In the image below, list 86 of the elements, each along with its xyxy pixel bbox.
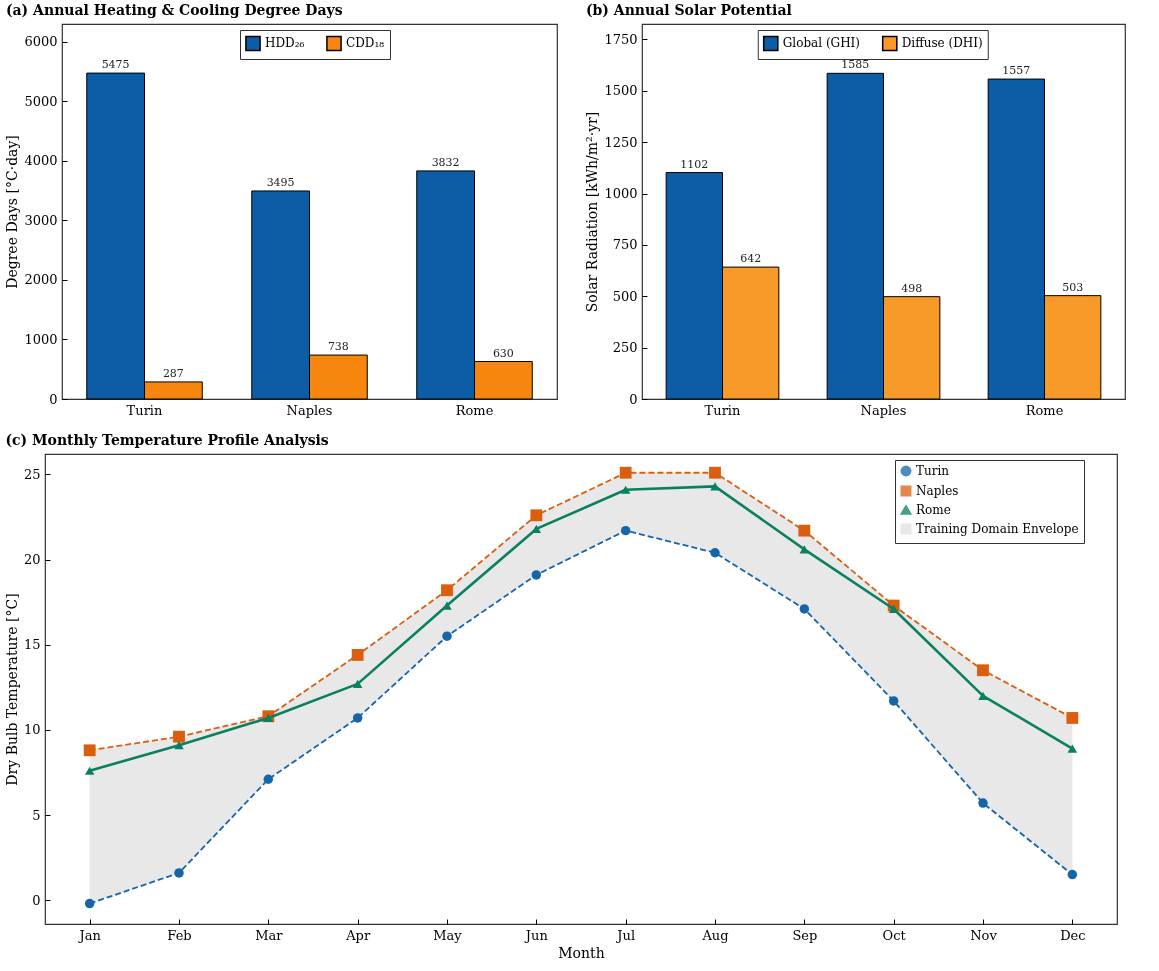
- y-tick-label: 0: [49, 391, 58, 407]
- legend-label: Rome: [916, 503, 951, 517]
- x-tick-label: Jun: [523, 927, 549, 943]
- x-tick-label: Oct: [882, 927, 907, 943]
- y-tick-label: 1500: [604, 83, 638, 99]
- x-tick-label: Naples: [286, 402, 333, 418]
- x-tick-label: Jan: [77, 927, 102, 943]
- legend-label: CDD₁₈: [346, 36, 385, 51]
- x-tick-label: Naples: [860, 402, 907, 418]
- x-tick-label: Mar: [255, 927, 284, 943]
- y-axis-title: Solar Radiation [kWh/m²·yr]: [584, 111, 601, 313]
- y-tick-label: 0: [32, 892, 41, 908]
- point: [798, 524, 811, 537]
- legend-label: Training Domain Envelope: [916, 522, 1079, 536]
- y-tick-label: 25: [23, 466, 41, 482]
- y-tick-label: 1000: [604, 186, 638, 202]
- point: [531, 524, 542, 534]
- y-tick-label: 5000: [24, 93, 58, 109]
- x-tick-label: Turin: [126, 402, 164, 418]
- x-axis-title: Month: [558, 944, 605, 961]
- y-tick-label: 0: [629, 391, 638, 407]
- data-label: 503: [1062, 280, 1084, 294]
- y-tick-label: 5: [32, 807, 41, 823]
- point: [799, 545, 810, 554]
- point: [530, 509, 543, 522]
- y-tick-label: 10: [23, 722, 41, 738]
- point: [977, 664, 989, 677]
- data-label: 1557: [1002, 64, 1031, 78]
- point: [1066, 712, 1079, 724]
- y-tick-label: 250: [612, 340, 638, 356]
- y-tick-label: 2000: [24, 272, 58, 288]
- point: [441, 584, 453, 597]
- y-tick-label: 6000: [24, 34, 58, 50]
- point: [978, 691, 988, 700]
- data-label: 1585: [841, 58, 870, 72]
- data-label: 498: [901, 281, 923, 295]
- data-label: 738: [327, 340, 349, 354]
- y-tick-label: 20: [23, 552, 41, 568]
- x-tick-label: May: [433, 927, 463, 943]
- y-tick-label: 15: [23, 637, 41, 653]
- point: [352, 679, 363, 688]
- data-label: 287: [162, 366, 184, 380]
- y-axis-title: Degree Days [°C·day]: [4, 135, 21, 289]
- point: [888, 604, 899, 614]
- data-label: 3832: [431, 155, 460, 169]
- chart-title: (a) Annual Heating & Cooling Degree Days: [5, 2, 343, 18]
- y-tick-label: 750: [612, 237, 638, 253]
- y-tick-label: 3000: [24, 212, 58, 228]
- legend-label: Turin: [916, 464, 950, 478]
- data-label: 642: [740, 252, 762, 266]
- data-label: 3495: [266, 175, 295, 189]
- point: [619, 466, 632, 479]
- y-axis-title: Dry Bulb Temperature [°C]: [3, 593, 20, 786]
- data-label: 630: [492, 346, 514, 360]
- y-tick-label: 1250: [604, 134, 638, 150]
- y-tick-label: 1000: [24, 331, 58, 347]
- x-tick-label: Apr: [345, 927, 371, 943]
- x-tick-label: Aug: [701, 927, 729, 943]
- data-label: 1102: [680, 157, 709, 171]
- x-tick-label: Jul: [615, 927, 636, 943]
- x-tick-label: Rome: [455, 402, 494, 418]
- x-tick-label: Feb: [167, 927, 192, 943]
- x-tick-label: Rome: [1025, 402, 1064, 418]
- y-tick-label: 4000: [24, 153, 58, 169]
- point: [709, 466, 721, 479]
- point: [442, 601, 452, 610]
- x-tick-label: Sep: [792, 927, 818, 943]
- point: [620, 485, 631, 494]
- x-tick-label: Dec: [1060, 927, 1086, 943]
- data-label: 5475: [101, 58, 130, 72]
- chart-title: (b) Annual Solar Potential: [585, 2, 792, 18]
- y-tick-label: 1750: [604, 31, 638, 47]
- point: [174, 741, 184, 750]
- legend-label: Global (GHI): [782, 36, 861, 51]
- point: [351, 649, 364, 661]
- legend-label: Diffuse (DHI): [901, 36, 983, 51]
- y-tick-label: 500: [612, 288, 638, 304]
- point: [84, 766, 95, 775]
- x-tick-label: Turin: [704, 402, 742, 418]
- point: [83, 744, 96, 757]
- chart-title: (c) Monthly Temperature Profile Analysis: [5, 432, 329, 448]
- point: [173, 730, 185, 743]
- legend-label: HDD₂₆: [265, 36, 305, 51]
- legend-label: Naples: [916, 484, 959, 498]
- x-tick-label: Nov: [970, 927, 998, 943]
- point: [1067, 744, 1078, 753]
